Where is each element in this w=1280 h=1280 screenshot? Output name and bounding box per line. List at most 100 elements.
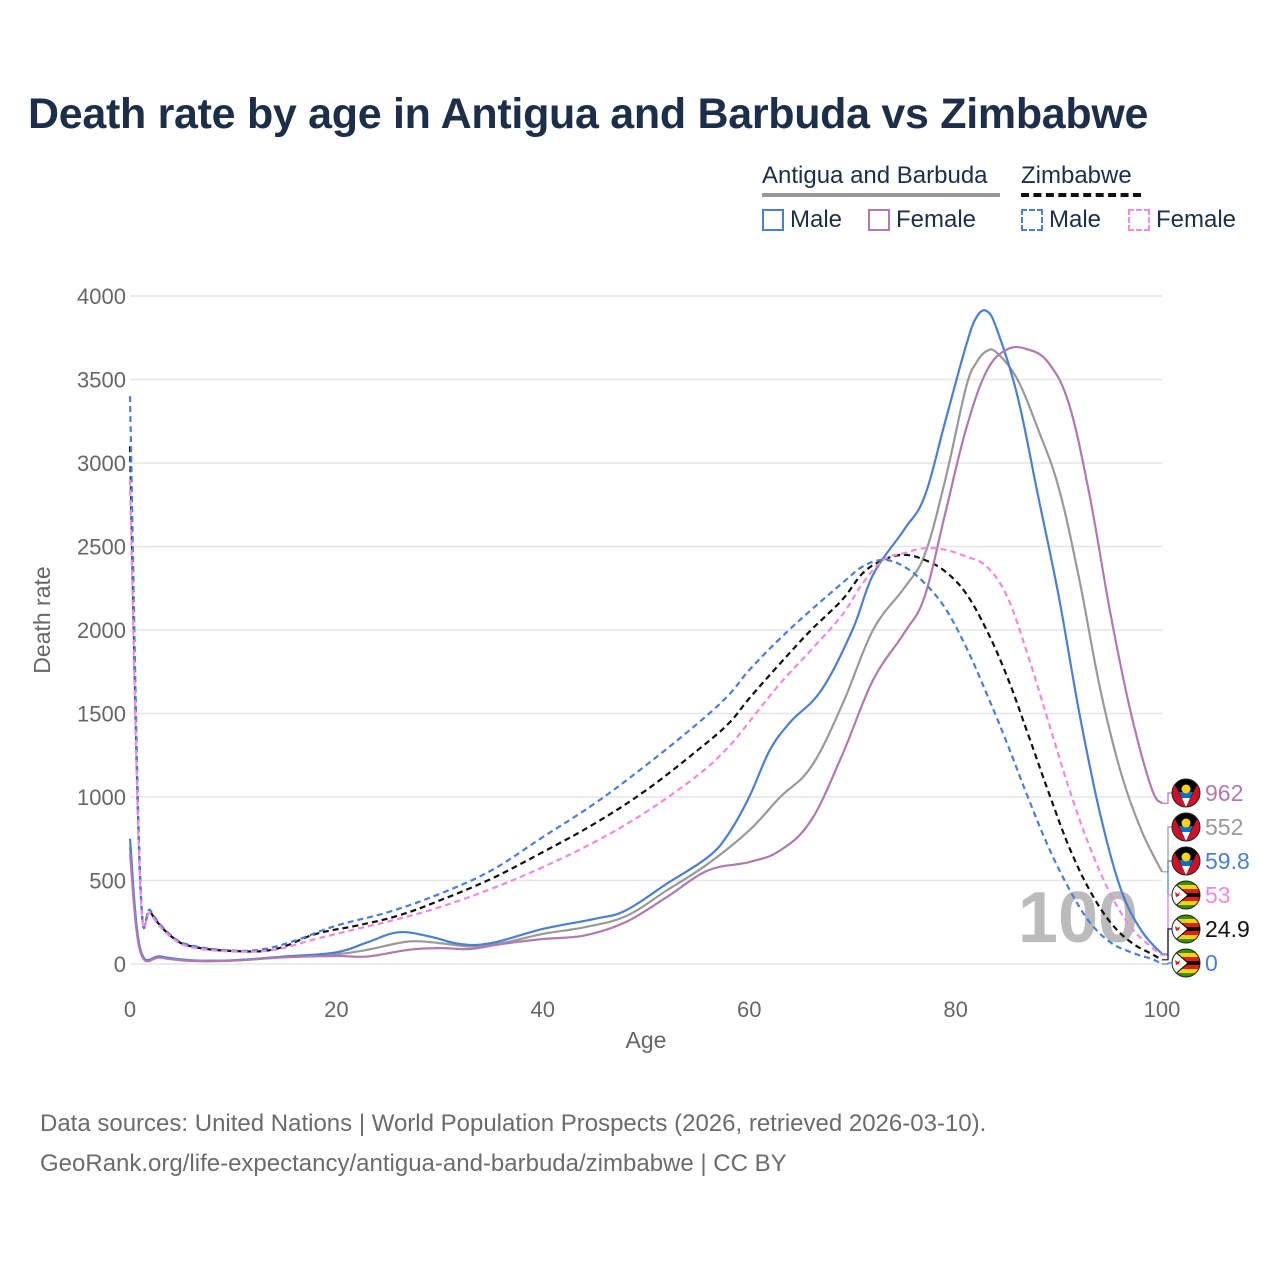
x-tick-label: 60 bbox=[737, 997, 761, 1022]
legend: Antigua and Barbuda Zimbabwe Male Female… bbox=[762, 162, 1252, 242]
flag-stripe bbox=[1172, 889, 1200, 894]
y-tick-label: 3500 bbox=[77, 368, 126, 393]
flag-stripe bbox=[1172, 923, 1200, 928]
x-tick-label: 100 bbox=[1144, 997, 1181, 1022]
flag-icon-zimbabwe bbox=[1171, 914, 1201, 944]
flag-triangle bbox=[1172, 881, 1189, 909]
y-tick-label: 1000 bbox=[77, 785, 126, 810]
flag-stripe bbox=[1172, 957, 1200, 962]
flag-triangle bbox=[1172, 915, 1189, 943]
x-axis-label: Age bbox=[626, 1027, 667, 1053]
flag-stripe bbox=[1172, 915, 1200, 920]
legend-country-zimbabwe[interactable]: Zimbabwe bbox=[1021, 162, 1132, 189]
flag-body bbox=[1172, 847, 1200, 875]
flag-stripe bbox=[1172, 935, 1200, 940]
series-line-antigua-and-barbuda-male bbox=[128, 309, 1163, 962]
y-axis-label: Death rate bbox=[29, 566, 55, 673]
flag-stripe bbox=[1172, 953, 1200, 958]
legend-swatch-dashed-male bbox=[1021, 209, 1043, 231]
flag-white bbox=[1182, 798, 1190, 807]
end-label-connector bbox=[1162, 894, 1174, 956]
flag-white bbox=[1182, 866, 1190, 875]
flag-stripe bbox=[1172, 949, 1200, 954]
end-label-connector bbox=[1162, 792, 1174, 804]
flag-icon-antigua bbox=[1171, 846, 1201, 876]
y-tick-label: 1500 bbox=[77, 702, 126, 727]
legend-swatch-solid-female bbox=[868, 209, 890, 231]
legend-item-zimbabwe-male[interactable]: Male bbox=[1021, 206, 1101, 234]
series-line-zimbabwe bbox=[128, 446, 1163, 961]
flag-stripe bbox=[1172, 897, 1200, 902]
flag-ring bbox=[1171, 880, 1201, 910]
x-tick-label: 20 bbox=[324, 997, 348, 1022]
flag-star bbox=[1175, 960, 1180, 965]
flag-star bbox=[1175, 892, 1180, 897]
flag-ring bbox=[1171, 846, 1201, 876]
flag-stripe bbox=[1172, 885, 1200, 890]
flag-white bbox=[1182, 832, 1190, 841]
x-tick-label: 80 bbox=[943, 997, 967, 1022]
y-tick-label: 2500 bbox=[77, 535, 126, 560]
end-label-connector bbox=[1162, 928, 1174, 961]
end-label-connector bbox=[1162, 962, 1174, 965]
flag-stripe bbox=[1172, 905, 1200, 909]
flag-body bbox=[1172, 949, 1200, 977]
end-value-label: 59.8 bbox=[1205, 848, 1250, 874]
flag-icon-antigua bbox=[1171, 778, 1201, 808]
flag-stripe bbox=[1172, 969, 1200, 974]
end-value-label: 53 bbox=[1205, 882, 1231, 908]
legend-country-antigua[interactable]: Antigua and Barbuda bbox=[762, 162, 988, 189]
y-tick-label: 500 bbox=[89, 869, 126, 894]
flag-stripe bbox=[1172, 931, 1200, 936]
flag-body bbox=[1172, 813, 1200, 841]
legend-item-zimbabwe-female[interactable]: Female bbox=[1128, 206, 1236, 234]
footer-source: Data sources: United Nations | World Pop… bbox=[40, 1110, 987, 1137]
flag-icon-antigua bbox=[1171, 812, 1201, 842]
end-value-label: 552 bbox=[1205, 814, 1243, 840]
series-line-antigua-and-barbuda bbox=[128, 348, 1163, 963]
y-tick-label: 4000 bbox=[77, 284, 126, 309]
legend-label-zimbabwe-female: Female bbox=[1156, 206, 1237, 233]
flag-ring bbox=[1171, 914, 1201, 944]
legend-label-antigua-female: Female bbox=[896, 206, 977, 233]
series-line-antigua-and-barbuda-female bbox=[128, 345, 1163, 963]
x-tick-label: 40 bbox=[531, 997, 555, 1022]
legend-item-antigua-male[interactable]: Male bbox=[762, 206, 842, 234]
flag-ring bbox=[1171, 812, 1201, 842]
series-line-zimbabwe-female bbox=[128, 479, 1163, 956]
legend-label-zimbabwe-male: Male bbox=[1049, 206, 1102, 233]
flag-stripe bbox=[1172, 881, 1200, 886]
y-tick-label: 2000 bbox=[77, 618, 126, 643]
flag-sun bbox=[1181, 852, 1191, 862]
flag-sun bbox=[1181, 818, 1191, 828]
legend-label-antigua-male: Male bbox=[790, 206, 843, 233]
series-line-zimbabwe-male bbox=[128, 396, 1163, 965]
flag-stripe bbox=[1172, 973, 1200, 977]
flag-ring bbox=[1171, 948, 1201, 978]
flag-stripe bbox=[1172, 965, 1200, 970]
flag-ring bbox=[1171, 778, 1201, 808]
flag-stripe bbox=[1172, 901, 1200, 906]
end-label-connector bbox=[1162, 826, 1174, 873]
legend-item-antigua-female[interactable]: Female bbox=[868, 206, 976, 234]
flag-icon-zimbabwe bbox=[1171, 880, 1201, 910]
flag-stripe bbox=[1172, 939, 1200, 943]
y-tick-label: 3000 bbox=[77, 451, 126, 476]
legend-swatch-dashed-female bbox=[1128, 209, 1150, 231]
flag-sun bbox=[1181, 784, 1191, 794]
flag-icon-zimbabwe bbox=[1171, 948, 1201, 978]
end-value-label: 0 bbox=[1205, 950, 1218, 976]
legend-line-zimbabwe bbox=[1021, 193, 1141, 197]
age-watermark: 100 bbox=[1018, 878, 1138, 958]
end-value-label: 24.9 bbox=[1205, 916, 1250, 942]
y-tick-label: 0 bbox=[114, 952, 126, 977]
legend-line-antigua bbox=[762, 193, 1000, 197]
flag-star bbox=[1175, 926, 1180, 931]
chart-title: Death rate by age in Antigua and Barbuda… bbox=[28, 90, 1149, 138]
flag-body bbox=[1172, 779, 1200, 807]
flag-triangle bbox=[1172, 949, 1189, 977]
footer-url[interactable]: GeoRank.org/life-expectancy/antigua-and-… bbox=[40, 1150, 787, 1177]
x-tick-label: 0 bbox=[124, 997, 136, 1022]
flag-body bbox=[1172, 915, 1200, 943]
